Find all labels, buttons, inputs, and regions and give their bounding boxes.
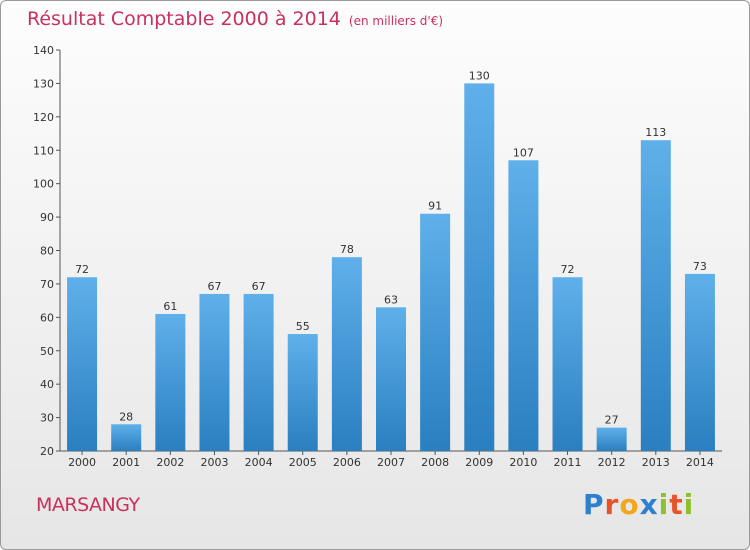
bar-value-label: 78	[340, 243, 354, 256]
x-tick-label: 2006	[333, 456, 361, 469]
bar[interactable]	[243, 293, 274, 451]
y-tick-label: 40	[40, 378, 54, 391]
x-tick-label: 2012	[598, 456, 626, 469]
bar[interactable]	[552, 277, 583, 451]
x-tick-label: 2014	[686, 456, 714, 469]
x-tick-label: 2011	[554, 456, 582, 469]
y-tick-label: 80	[40, 245, 54, 258]
chart-subtitle: (en milliers d'€)	[348, 14, 444, 28]
bar-value-label: 107	[513, 146, 534, 159]
y-tick-label: 130	[33, 77, 54, 90]
commune-name: MARSANGY	[36, 494, 140, 516]
bar[interactable]	[640, 140, 671, 451]
bar[interactable]	[684, 273, 715, 451]
bar-value-label: 72	[561, 263, 575, 276]
bar-value-label: 130	[469, 69, 490, 82]
bar[interactable]	[420, 213, 451, 451]
bar-value-label: 91	[428, 200, 442, 213]
x-tick-label: 2004	[245, 456, 273, 469]
bar-value-label: 72	[75, 263, 89, 276]
y-tick-label: 140	[33, 44, 54, 57]
y-tick-label: 100	[33, 178, 54, 191]
bar[interactable]	[596, 427, 627, 451]
y-tick-label: 110	[33, 144, 54, 157]
x-tick-label: 2009	[465, 456, 493, 469]
x-tick-label: 2003	[200, 456, 228, 469]
logo-letter: t	[669, 488, 684, 521]
x-tick-label: 2008	[421, 456, 449, 469]
proxiti-logo[interactable]: Proxiti	[583, 488, 694, 521]
y-tick-label: 90	[40, 211, 54, 224]
logo-letter: i	[683, 488, 695, 521]
bar[interactable]	[331, 257, 362, 451]
logo-letter: i	[658, 488, 670, 521]
x-tick-label: 2001	[112, 456, 140, 469]
y-tick-label: 30	[40, 412, 54, 425]
logo-letter: o	[619, 488, 640, 521]
bar-value-label: 73	[693, 260, 707, 273]
x-tick-label: 2002	[156, 456, 184, 469]
bar[interactable]	[376, 307, 406, 451]
bar[interactable]	[111, 424, 142, 451]
bar[interactable]	[287, 334, 318, 451]
bar-value-label: 63	[384, 293, 398, 306]
bar[interactable]	[464, 83, 495, 452]
chart-title: Résultat Comptable 2000 à 2014 (en millie…	[27, 8, 443, 30]
x-tick-label: 2010	[509, 456, 537, 469]
y-tick-label: 50	[40, 345, 54, 358]
bar-value-label: 27	[605, 414, 619, 427]
bar[interactable]	[155, 313, 186, 451]
bar-value-label: 113	[645, 126, 666, 139]
chart-title-text: Résultat Comptable 2000 à 2014	[27, 8, 341, 30]
logo-letter: P	[583, 488, 605, 521]
x-tick-label: 2007	[377, 456, 405, 469]
bar-value-label: 67	[252, 280, 266, 293]
bar[interactable]	[67, 277, 98, 451]
bar-value-label: 61	[163, 300, 177, 313]
y-tick-label: 70	[40, 278, 54, 291]
y-tick-label: 120	[33, 111, 54, 124]
bar[interactable]	[508, 160, 539, 451]
bar-value-label: 55	[296, 320, 310, 333]
x-tick-label: 2013	[642, 456, 670, 469]
x-tick-label: 2000	[68, 456, 96, 469]
y-tick-label: 20	[40, 445, 54, 458]
x-tick-label: 2005	[289, 456, 317, 469]
logo-letter: x	[639, 488, 659, 521]
bar-value-label: 28	[119, 410, 133, 423]
bar-value-label: 67	[207, 280, 221, 293]
y-tick-label: 60	[40, 311, 54, 324]
logo-letter: r	[604, 488, 620, 521]
bar[interactable]	[199, 293, 230, 451]
